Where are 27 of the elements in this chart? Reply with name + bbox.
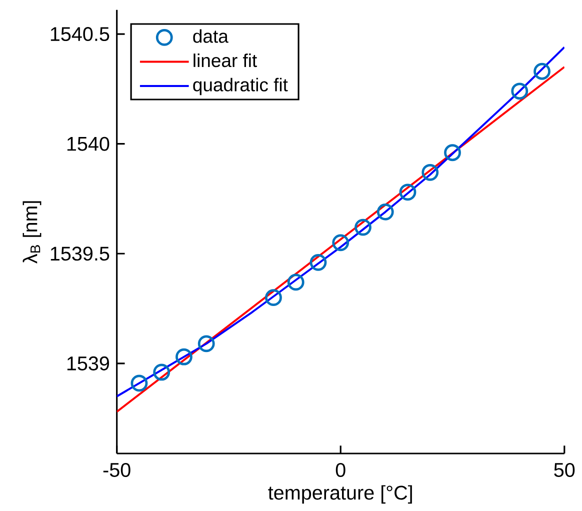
point xyxy=(198,335,215,352)
y-tick-label: 1540 xyxy=(67,136,110,151)
point xyxy=(332,234,350,252)
y-tick-label: 1539 xyxy=(67,356,110,370)
point xyxy=(511,82,528,100)
legend-label: linear fit xyxy=(194,54,257,68)
point xyxy=(354,218,372,236)
x-tick-label: 0 xyxy=(336,463,346,478)
point xyxy=(422,164,439,181)
x-tick-label: -50 xyxy=(103,463,130,478)
legend-label: data xyxy=(193,29,228,43)
point xyxy=(534,62,550,80)
point xyxy=(444,144,461,162)
point xyxy=(130,374,148,392)
x-tick-label: 50 xyxy=(554,463,575,478)
x-axis-title: temperature [°C] xyxy=(268,485,412,504)
point xyxy=(176,348,192,366)
y-axis-title: λ$_{B}$ [nm] xyxy=(22,201,42,264)
point xyxy=(310,254,327,271)
legend-label: quadratic fit xyxy=(193,78,288,96)
point xyxy=(399,184,416,201)
point xyxy=(265,289,282,306)
point xyxy=(153,364,170,381)
point xyxy=(287,274,304,291)
y-tick-label: 1539.5 xyxy=(50,246,110,261)
y-tick-label: 1540.5 xyxy=(50,27,110,42)
point xyxy=(376,204,394,220)
